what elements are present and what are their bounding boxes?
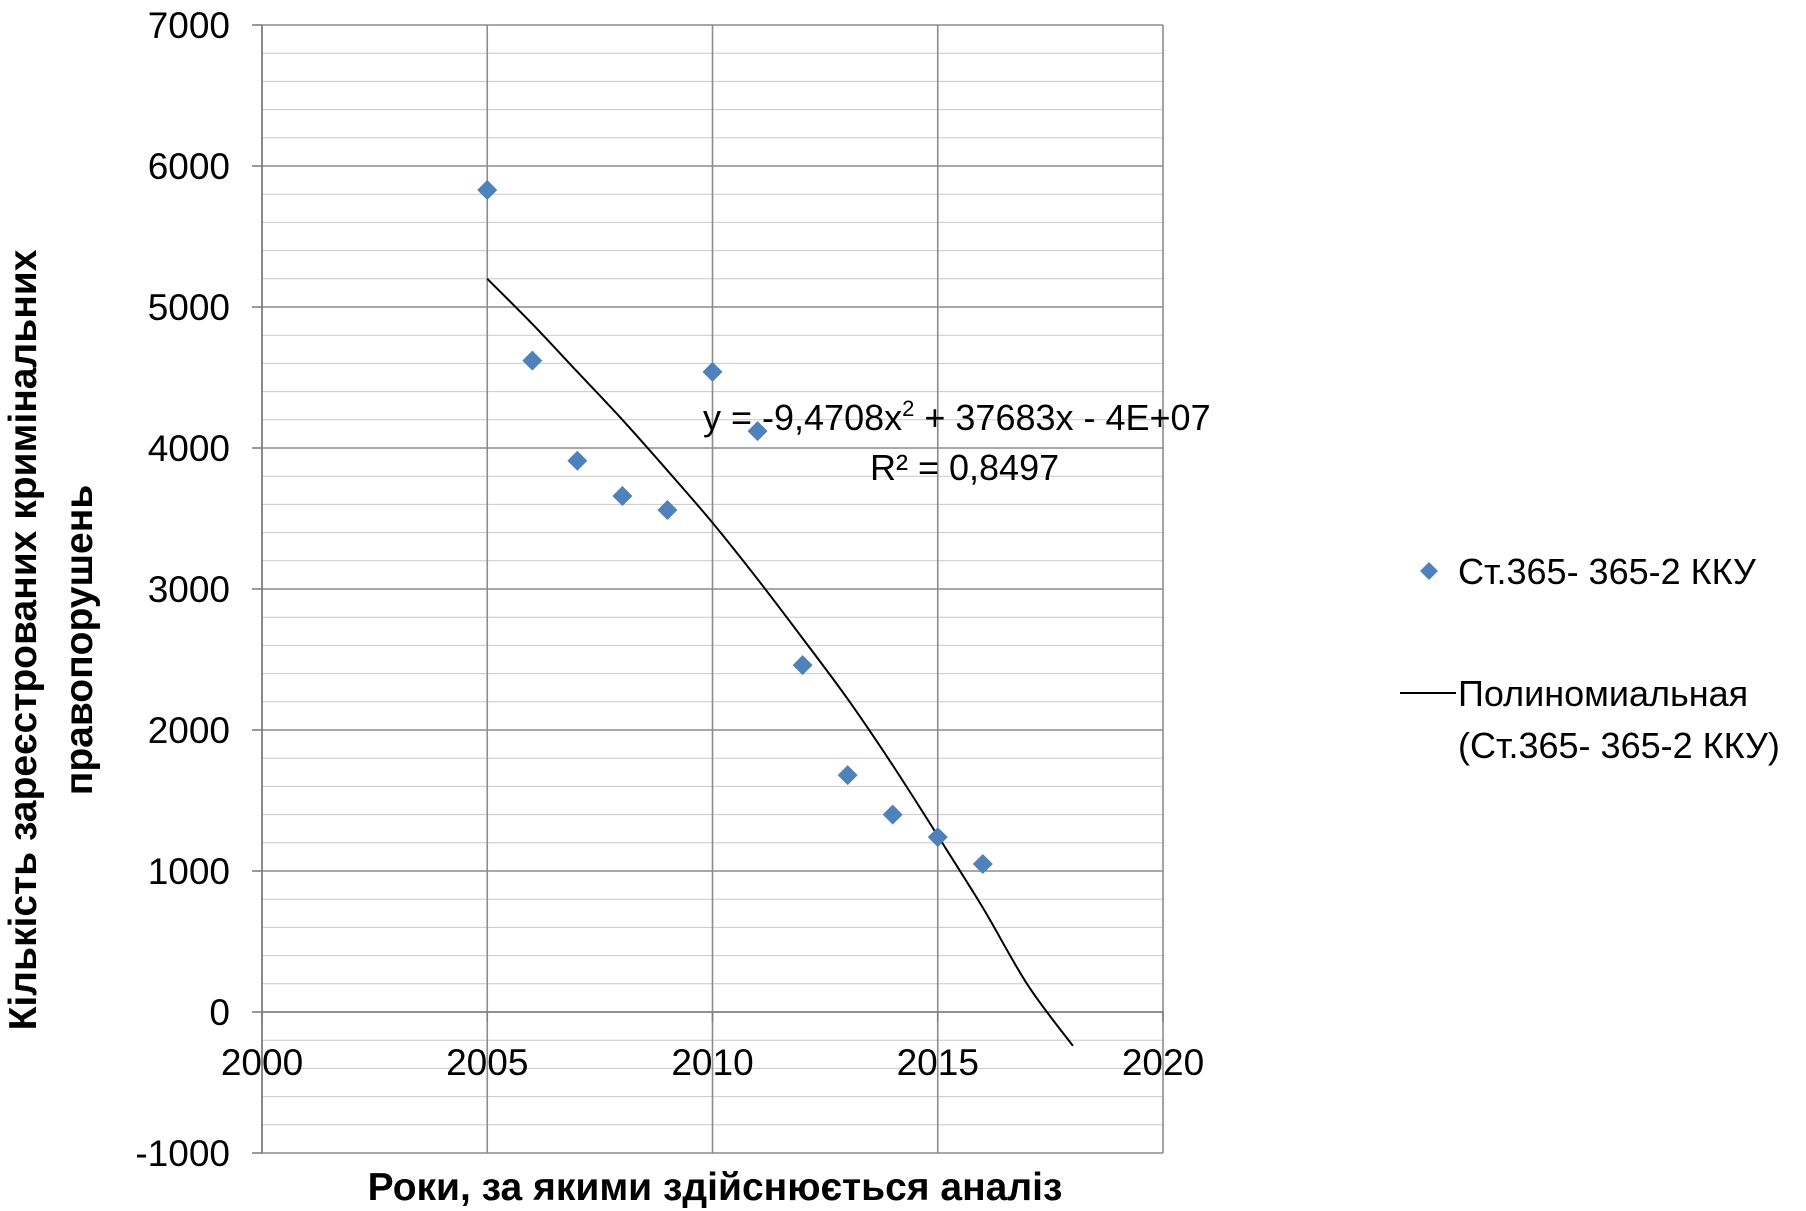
data-point <box>927 827 948 848</box>
data-point <box>477 179 498 200</box>
x-axis-title: Роки, за якими здійснюється аналіз <box>368 1166 1063 1209</box>
trendline-equation-exponent: 2 <box>902 396 914 421</box>
legend-item-trendline: Полиномиальная (Ст.365- 365-2 ККУ) <box>1400 673 1780 766</box>
trendline-equation: y = -9,4708x2 + 37683x - 4E+07 <box>703 396 1211 438</box>
trendline-equation-prefix: y = -9,4708x <box>703 397 902 438</box>
legend: Ст.365- 365-2 ККУ Полиномиальная (Ст.365… <box>1400 551 1780 766</box>
y-axis-title-line1: Кількість зареєстрованих кримінальних <box>2 249 45 1030</box>
x-tick-label: 2020 <box>1122 1042 1204 1083</box>
data-points <box>477 179 993 874</box>
data-point <box>837 765 858 786</box>
legend-label-trendline-line2: (Ст.365- 365-2 ККУ) <box>1458 725 1780 766</box>
data-point <box>747 421 768 442</box>
y-tick-label: 6000 <box>148 146 230 187</box>
data-point <box>612 485 633 506</box>
y-axis-title: Кількість зареєстрованих кримінальних пр… <box>2 249 101 1030</box>
x-tick-label: 2015 <box>897 1042 979 1083</box>
y-tick-label: 7000 <box>148 5 230 46</box>
data-point <box>792 655 813 676</box>
trendline-r-squared: R² = 0,8497 <box>870 447 1059 488</box>
x-tick-label: 2005 <box>446 1042 528 1083</box>
x-tick-label: 2010 <box>671 1042 753 1083</box>
trendline-equation-suffix: + 37683x - 4E+07 <box>914 397 1210 438</box>
y-tick-label: 1000 <box>148 851 230 892</box>
data-point <box>657 500 678 521</box>
y-tick-label: 3000 <box>148 569 230 610</box>
y-tick-label: 5000 <box>148 287 230 328</box>
tick-labels: -1000 0 1000 2000 3000 4000 5000 6000 7000 2000 20… <box>135 5 1204 1174</box>
y-tick-label: 0 <box>209 992 230 1033</box>
y-tick-label: 2000 <box>148 710 230 751</box>
y-axis-title-line2: правопорушень <box>58 485 101 795</box>
legend-label-trendline-line1: Полиномиальная <box>1458 673 1748 714</box>
y-tick-label: 4000 <box>148 428 230 469</box>
data-point <box>972 853 993 874</box>
legend-item-scatter: Ст.365- 365-2 ККУ <box>1420 551 1757 592</box>
data-point <box>567 450 588 471</box>
data-point <box>522 350 543 371</box>
x-tick-label: 2000 <box>221 1042 303 1083</box>
axes <box>252 24 1164 1154</box>
legend-label-scatter: Ст.365- 365-2 ККУ <box>1458 551 1757 592</box>
y-tick-label: -1000 <box>135 1133 230 1174</box>
trendline-curve <box>486 278 1074 1047</box>
trendline-layer <box>486 278 1074 1047</box>
data-point <box>702 361 723 382</box>
legend-diamond-marker <box>1420 562 1438 580</box>
data-point <box>882 804 903 825</box>
